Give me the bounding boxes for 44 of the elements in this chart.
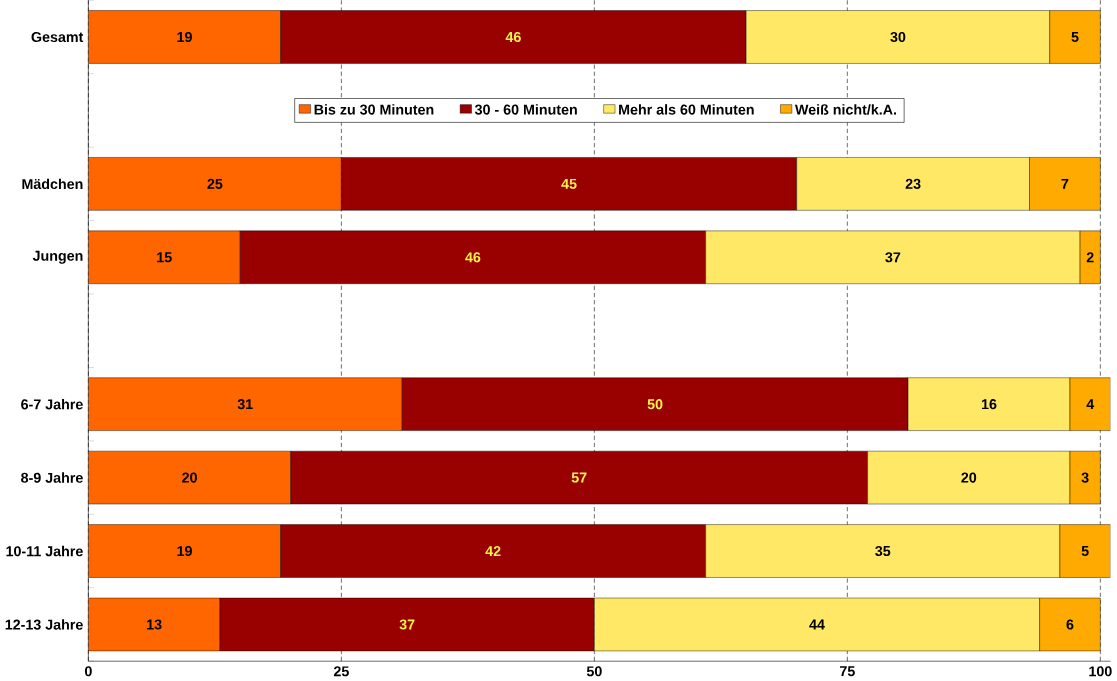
y-tick-label: Gesamt (31, 31, 84, 42)
data-label: 46 (465, 252, 481, 263)
legend-label: Bis zu 30 Minuten (314, 104, 434, 115)
data-label: 30 (890, 31, 906, 43)
data-label: 19 (177, 545, 192, 557)
x-tick-label: 50 (586, 666, 602, 677)
data-label: 2 (1086, 252, 1094, 263)
data-label: 3 (1081, 472, 1089, 483)
data-label: 4 (1086, 399, 1095, 410)
data-label: 37 (399, 619, 415, 630)
x-tick-label: 75 (840, 666, 855, 677)
y-tick-label: 6-7 Jahre (21, 398, 83, 410)
legend-label: 30 - 60 Minuten (474, 104, 577, 115)
data-label: 57 (571, 472, 587, 483)
y-tick-label: 12-13 Jahre (5, 619, 83, 630)
legend-label: Mehr als 60 Minuten (619, 104, 754, 115)
data-label: 5 (1081, 546, 1089, 556)
data-label: 15 (157, 252, 172, 263)
x-tick-label: 100 (1089, 666, 1112, 677)
data-label: 6 (1066, 619, 1074, 630)
data-label: 35 (875, 545, 891, 557)
data-label: 45 (561, 178, 577, 189)
y-tick-label: Jungen (32, 250, 83, 264)
data-label: 19 (177, 31, 192, 42)
data-label: 25 (207, 178, 223, 189)
data-label: 37 (885, 252, 901, 263)
data-label: 20 (182, 472, 197, 483)
y-tick-label: Mädchen (22, 178, 83, 190)
data-label: 13 (147, 619, 162, 630)
data-label: 50 (647, 399, 663, 410)
data-label: 44 (809, 619, 825, 630)
y-tick-label: 10-11 Jahre (6, 545, 83, 557)
y-tick-label: 8-9 Jahre (21, 472, 83, 483)
data-label: 20 (961, 472, 977, 483)
legend-label: Weiß nicht/k.A. (794, 104, 897, 115)
data-label: 7 (1061, 178, 1069, 189)
data-label: 23 (905, 178, 921, 189)
data-label: 46 (505, 31, 521, 42)
data-label: 5 (1071, 31, 1079, 42)
data-label: 16 (981, 399, 997, 410)
x-tick-label: 0 (84, 666, 92, 677)
data-label: 42 (485, 546, 501, 556)
data-label: 31 (237, 399, 253, 410)
x-tick-label: 25 (333, 666, 349, 677)
